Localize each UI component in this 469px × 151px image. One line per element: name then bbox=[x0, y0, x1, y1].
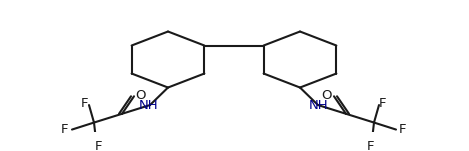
Text: O: O bbox=[136, 89, 146, 102]
Text: F: F bbox=[81, 97, 89, 110]
Text: F: F bbox=[379, 97, 387, 110]
Text: F: F bbox=[366, 140, 374, 151]
Text: NH: NH bbox=[139, 99, 159, 112]
Text: F: F bbox=[61, 123, 69, 136]
Text: F: F bbox=[94, 140, 102, 151]
Text: F: F bbox=[399, 123, 407, 136]
Text: O: O bbox=[322, 89, 332, 102]
Text: NH: NH bbox=[309, 99, 329, 112]
